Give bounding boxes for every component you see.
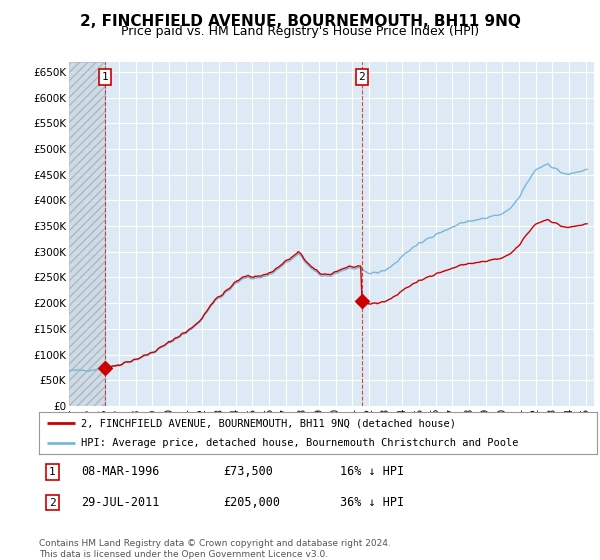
Text: 29-JUL-2011: 29-JUL-2011 [81,496,159,509]
Text: 16% ↓ HPI: 16% ↓ HPI [340,465,404,478]
Text: 2, FINCHFIELD AVENUE, BOURNEMOUTH, BH11 9NQ: 2, FINCHFIELD AVENUE, BOURNEMOUTH, BH11 … [80,14,520,29]
Text: £205,000: £205,000 [223,496,280,509]
Text: 2, FINCHFIELD AVENUE, BOURNEMOUTH, BH11 9NQ (detached house): 2, FINCHFIELD AVENUE, BOURNEMOUTH, BH11 … [81,418,456,428]
Text: 1: 1 [49,467,56,477]
Text: Contains HM Land Registry data © Crown copyright and database right 2024.
This d: Contains HM Land Registry data © Crown c… [39,539,391,559]
Text: 08-MAR-1996: 08-MAR-1996 [81,465,159,478]
Bar [69,62,106,406]
Text: 2: 2 [49,498,56,507]
Point [357,296,367,305]
Text: £73,500: £73,500 [223,465,273,478]
Point [101,364,110,373]
Text: 1: 1 [102,72,109,82]
Text: Price paid vs. HM Land Registry's House Price Index (HPI): Price paid vs. HM Land Registry's House … [121,25,479,38]
Text: 36% ↓ HPI: 36% ↓ HPI [340,496,404,509]
Text: 2: 2 [358,72,365,82]
Text: HPI: Average price, detached house, Bournemouth Christchurch and Poole: HPI: Average price, detached house, Bour… [81,438,518,448]
